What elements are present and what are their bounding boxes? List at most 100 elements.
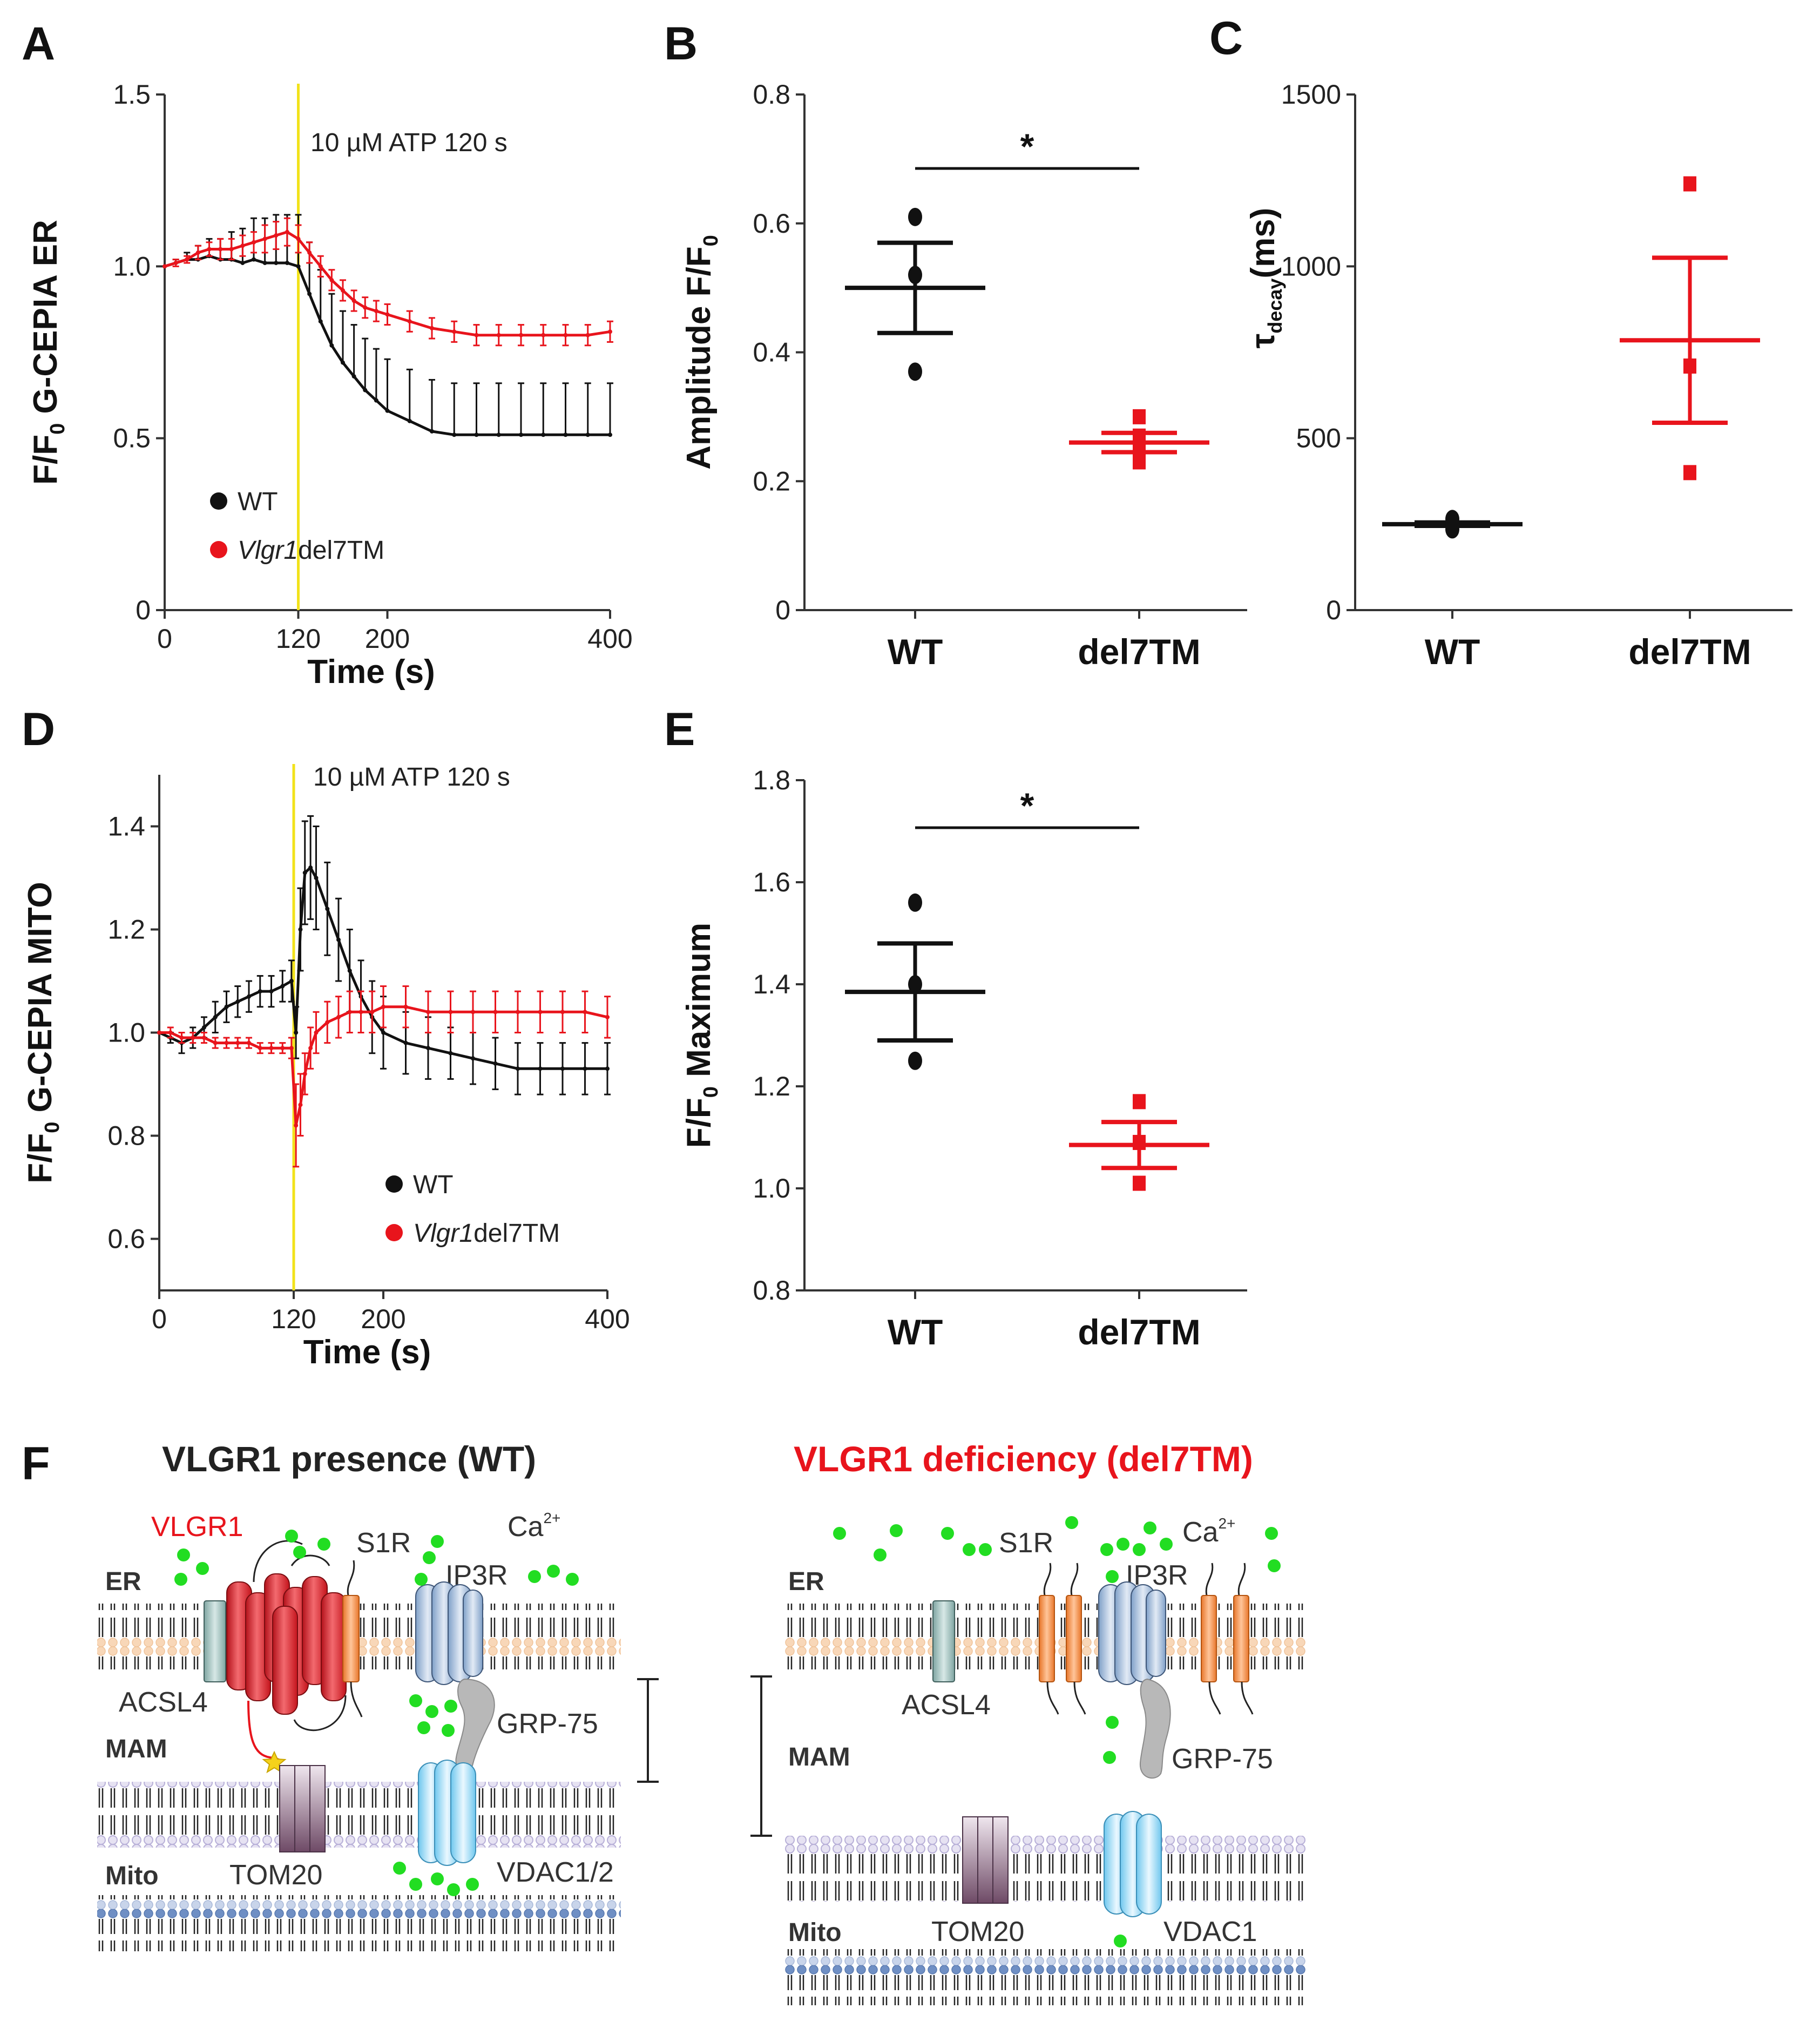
del-label-er: ER	[788, 1567, 824, 1596]
chart-e-wt-point	[908, 1051, 922, 1070]
chart-b-y-tick-label: 0.6	[753, 208, 790, 239]
wt-label-mam: MAM	[105, 1735, 167, 1763]
chart-c-y-label: τdecay(ms)	[1244, 208, 1286, 349]
chart-e-y-tick-label: 1.4	[753, 969, 790, 999]
chart-d-wt-point	[298, 927, 303, 932]
chart-a-del7tm-point	[318, 264, 323, 269]
chart-d-del7tm-point	[289, 1046, 294, 1051]
chart-d-wt-point	[294, 1030, 299, 1035]
chart-a-wt-point	[496, 432, 501, 437]
chart-a-del7tm-point	[229, 247, 234, 252]
chart-b-del7tm-point	[1133, 409, 1146, 424]
chart-c-wt-point	[1445, 520, 1459, 539]
chart-a-del7tm-point	[363, 305, 368, 310]
chart-d-wt-point	[247, 994, 251, 999]
chart-d-del7tm-point	[213, 1040, 218, 1045]
wt-label-ca: Ca2+	[508, 1510, 560, 1543]
chart-b-y-tick-label: 0.4	[753, 337, 790, 368]
chart-d-del7tm-point	[381, 1004, 385, 1009]
chart-d-mito-calcium: 0.6 0.8 1.0 1.2 1.4 0 120 200 400 Time (s) F/F0 G-…	[22, 764, 630, 1371]
del-label-s1r: S1R	[999, 1527, 1053, 1559]
chart-b-category-label: WT	[888, 632, 943, 672]
chart-a-legend-wt-marker	[210, 492, 227, 510]
chart-a-del7tm-point	[585, 333, 590, 337]
wt-s1r-protein	[342, 1560, 363, 1717]
chart-d-y-tick-label: 0.6	[107, 1224, 145, 1254]
chart-a-del7tm-point	[252, 240, 256, 245]
chart-b-y-label: Amplitude F/F0	[680, 235, 722, 469]
chart-d-x-tick-label: 120	[271, 1304, 316, 1334]
chart-d-del7tm-point	[235, 1040, 240, 1045]
wt-acsl4-protein	[204, 1600, 226, 1682]
chart-d-del7tm-point	[308, 1046, 313, 1051]
wt-vdac-protein	[418, 1760, 476, 1866]
chart-b-wt-point	[908, 362, 922, 381]
chart-a-wt-point	[519, 432, 523, 437]
chart-d-x-tick-label: 200	[361, 1304, 405, 1334]
chart-d-del7tm-point	[448, 1010, 453, 1015]
chart-d-del7tm-point	[426, 1010, 430, 1015]
diagram-del7tm: S1R Ca2+ ER IP3R ACSL4 GRP-75 MAM Mito T…	[750, 1515, 1307, 2005]
chart-a-y-tick-label: 1.0	[113, 251, 151, 281]
wt-ip3r-protein	[415, 1581, 483, 1685]
chart-a-x-label: Time (s)	[307, 653, 435, 691]
del-mam-bracket	[750, 1675, 772, 1837]
wt-label-mito: Mito	[105, 1862, 159, 1890]
chart-e-del7tm-point	[1133, 1134, 1146, 1150]
chart-a-del7tm-point	[218, 247, 223, 252]
chart-d-legend-wt: WT	[413, 1171, 454, 1199]
chart-d-y-tick-label: 1.2	[107, 915, 145, 945]
chart-d-x-tick-label: 0	[152, 1304, 167, 1334]
chart-a-del7tm-point	[274, 233, 279, 238]
chart-d-del7tm-point	[179, 1036, 184, 1040]
del-label-vdac1: VDAC1	[1163, 1916, 1257, 1947]
chart-d-legend-del-marker	[385, 1224, 403, 1241]
del-grp75-protein	[1139, 1678, 1171, 1779]
chart-d-legend: WT Vlgr1del7TM	[385, 1171, 560, 1248]
wt-label-s1r: S1R	[356, 1527, 411, 1559]
chart-e-y-tick-label: 1.0	[753, 1173, 790, 1203]
chart-d-wt-point	[280, 984, 285, 989]
chart-d-del7tm-point	[493, 1010, 498, 1015]
chart-a-wt-point	[585, 432, 590, 437]
chart-a-wt-point	[452, 432, 457, 437]
chart-d-y-tick-label: 1.0	[107, 1018, 145, 1048]
chart-d-wt-point	[493, 1061, 498, 1066]
chart-a-legend-wt: WT	[238, 488, 278, 516]
chart-e-wt-point	[908, 975, 922, 993]
wt-outer-mito-membrane	[97, 1782, 621, 1848]
chart-d-del7tm-point	[605, 1015, 610, 1019]
chart-d-del7tm-point	[247, 1040, 251, 1045]
del-outer-mito-membrane	[783, 1836, 1307, 1902]
chart-c-y-tick-label: 0	[1326, 595, 1341, 625]
chart-d-del7tm-point	[224, 1040, 229, 1045]
chart-a-legend-del-marker	[210, 541, 227, 558]
diagram-del-title: VLGR1 deficiency (del7TM)	[794, 1439, 1253, 1479]
chart-a-del7tm-point	[163, 264, 167, 269]
chart-d-del7tm-point	[258, 1046, 262, 1051]
chart-d-wt-point	[224, 1004, 229, 1009]
chart-d-wt-point	[538, 1066, 543, 1071]
panel-letter-b: B	[664, 18, 698, 70]
del-ip3r-protein	[1098, 1581, 1166, 1685]
chart-e-del7tm-point	[1133, 1175, 1146, 1191]
chart-d-del7tm-point	[280, 1046, 285, 1051]
chart-a-y-tick-label: 0	[136, 595, 151, 625]
chart-a-del7tm-point	[563, 333, 568, 337]
chart-b-amplitude: 0 0.2 0.4 0.6 0.8 WT del7TM Amplitude F/F0 *	[680, 79, 1247, 672]
del-s1r-proteins	[1039, 1563, 1254, 1715]
wt-label-vdac12: VDAC1/2	[497, 1857, 614, 1888]
chart-d-wt-point	[583, 1066, 587, 1071]
chart-d-stimulus-label: 10 µM ATP 120 s	[313, 763, 510, 792]
chart-e-y-tick-label: 1.6	[753, 867, 790, 897]
chart-a-wt-point	[341, 360, 345, 365]
chart-a-wt-point	[385, 408, 390, 413]
chart-e-significance-star: *	[1020, 786, 1034, 826]
chart-a-wt-point	[307, 292, 312, 296]
panel-letter-e: E	[664, 704, 695, 755]
chart-a-stimulus-label: 10 µM ATP 120 s	[310, 129, 508, 157]
chart-a-del7tm-point	[329, 278, 334, 282]
chart-d-wt-point	[347, 968, 352, 973]
chart-a-del7tm-point	[496, 333, 501, 337]
chart-d-legend-wt-marker	[385, 1175, 403, 1193]
